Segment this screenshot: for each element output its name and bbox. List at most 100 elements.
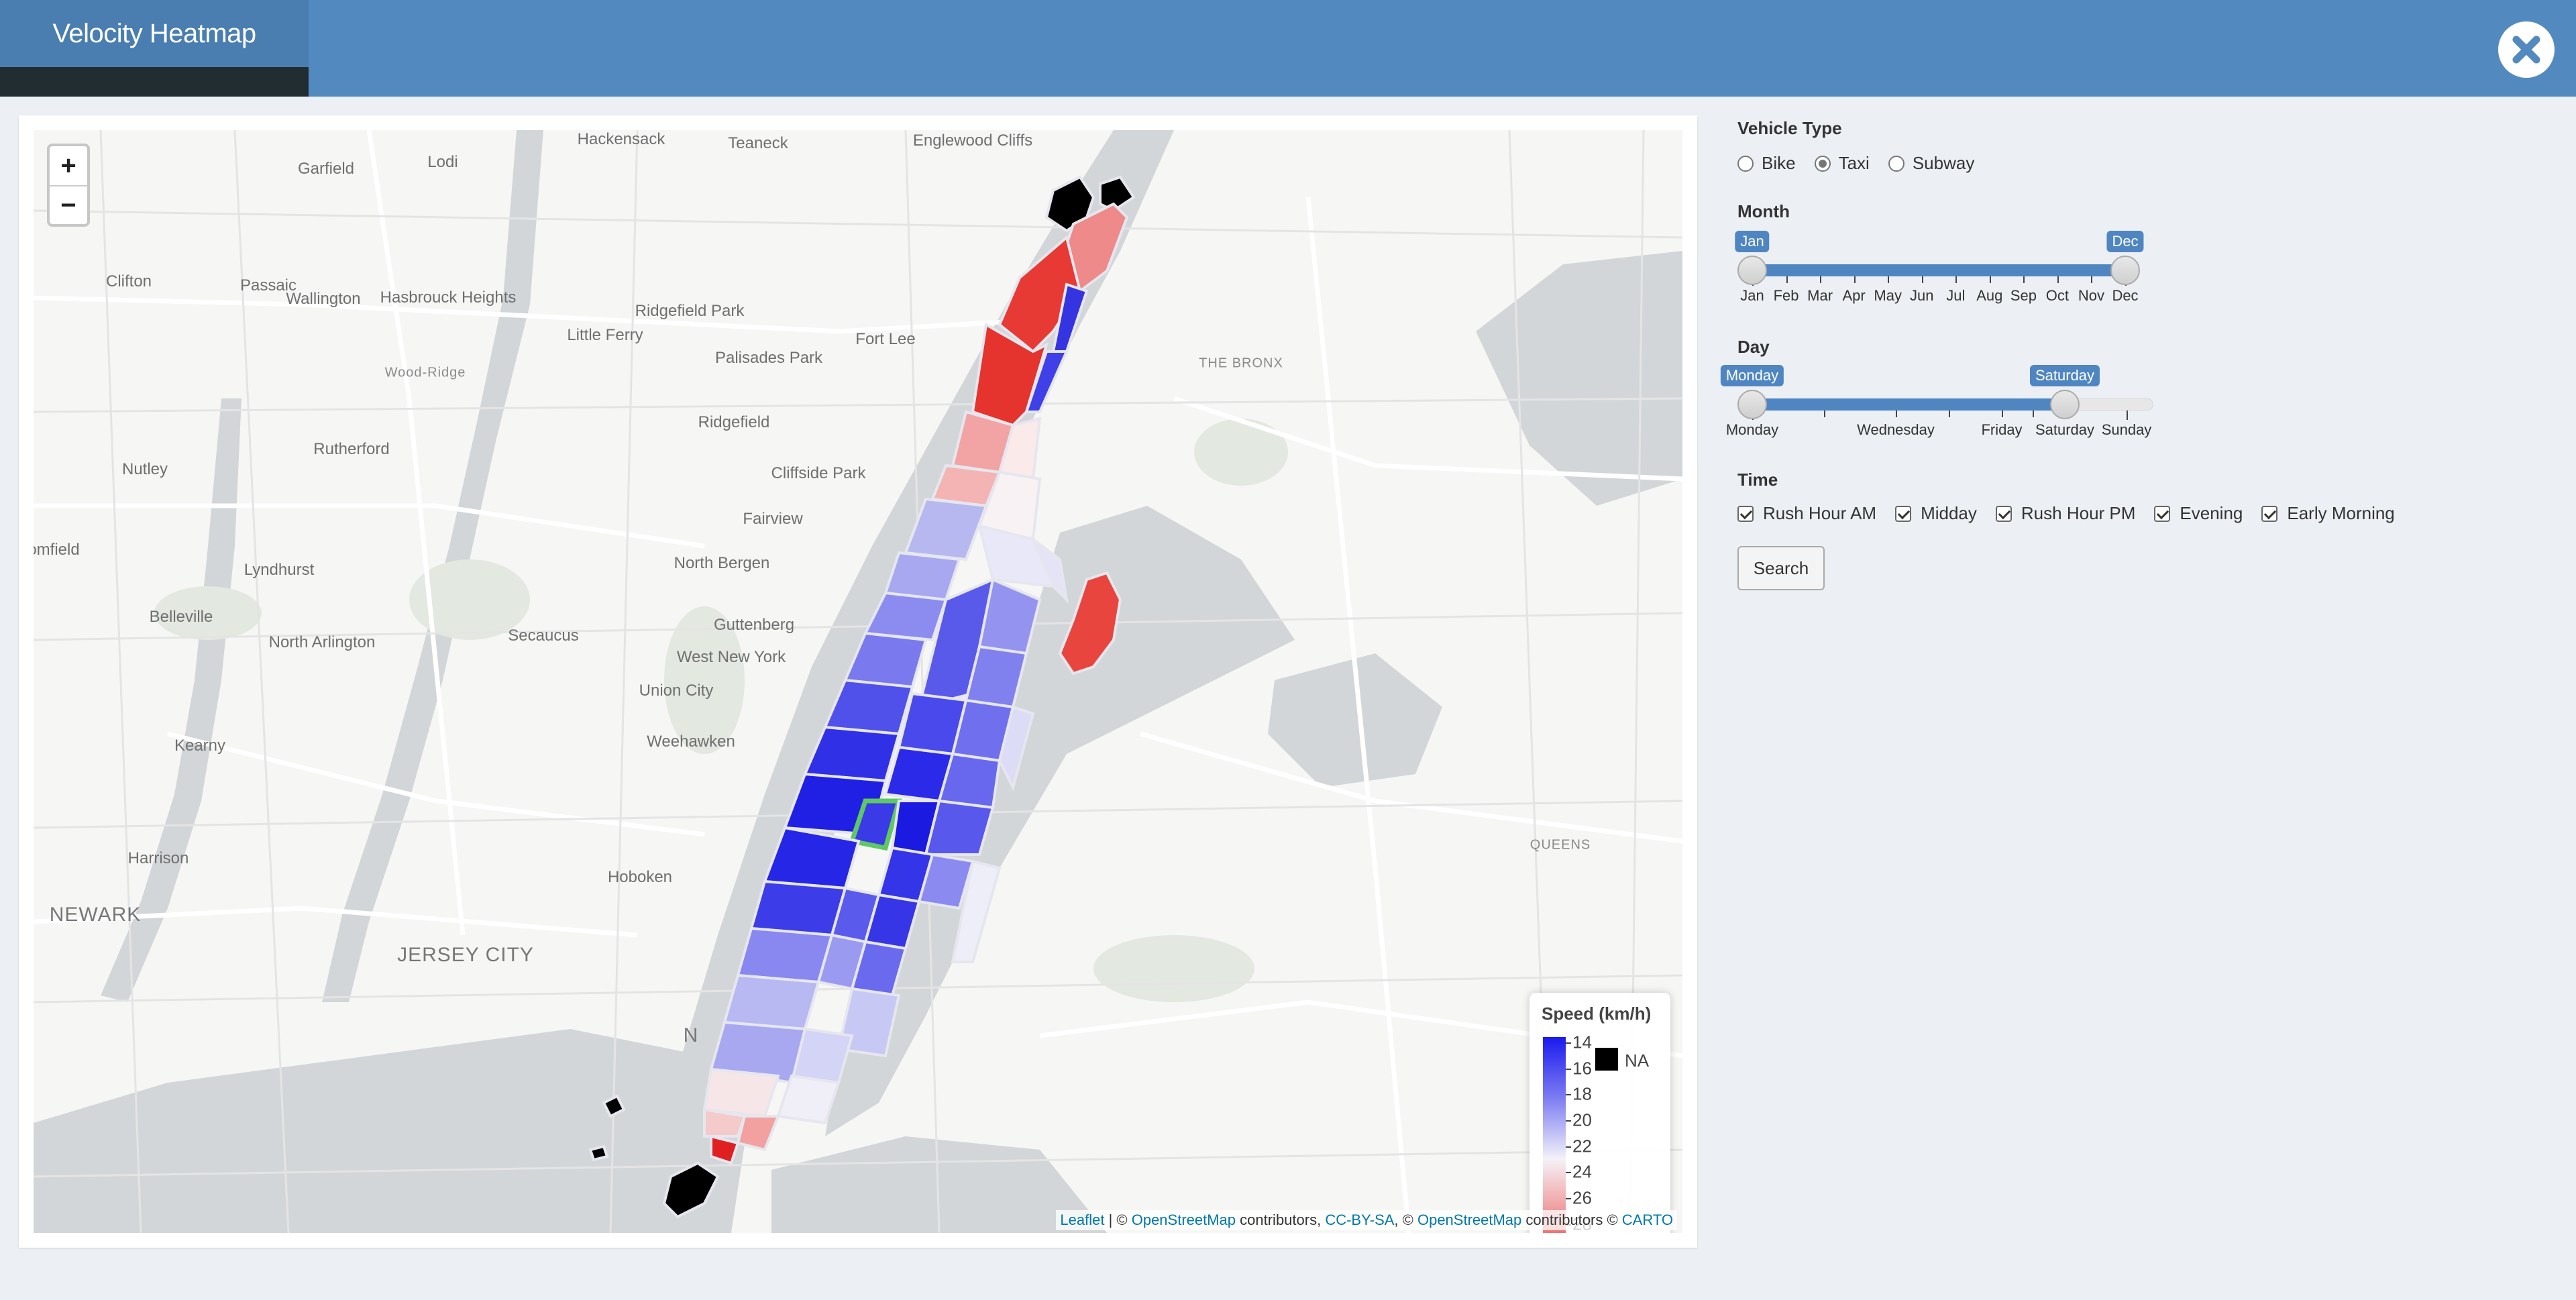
slider-tick-label: Jul — [1946, 287, 1966, 304]
upper-bay — [34, 1029, 745, 1233]
na-label: NA — [1625, 1050, 1650, 1071]
zone-governors — [662, 1161, 720, 1219]
zone-fidi — [736, 1115, 780, 1152]
attribution-text: contributors, — [1236, 1211, 1326, 1228]
na-swatch — [1595, 1048, 1618, 1071]
slider-value-to: Dec — [2106, 231, 2144, 252]
zoom-in-button[interactable]: + — [60, 150, 76, 180]
place-label: QUEENS — [1529, 837, 1591, 853]
place-label: Passaic — [239, 276, 297, 294]
slider-tick — [2091, 276, 2093, 283]
place-label: Kearny — [174, 737, 226, 755]
osm-link-2[interactable]: OpenStreetMap — [1417, 1211, 1522, 1228]
legend-tick-label: 14 — [1572, 1032, 1592, 1052]
slider-minor-tick — [2033, 411, 2034, 417]
place-label: Belleville — [149, 608, 213, 626]
long-island-sound — [1476, 251, 1682, 506]
place-label: Lodi — [427, 153, 458, 171]
slider-tick — [1820, 276, 1822, 283]
checkbox-evening[interactable]: Evening — [2154, 503, 2243, 524]
radio-button[interactable] — [1888, 155, 1904, 172]
sidebar-strip — [0, 67, 309, 97]
zone-liberty — [602, 1094, 626, 1118]
slider-tick — [1989, 276, 1991, 283]
slider-value-to: Saturday — [2029, 365, 2100, 386]
slider-tick — [2057, 276, 2059, 283]
zoom-out-button[interactable]: − — [50, 185, 87, 224]
place-label: North Bergen — [674, 554, 770, 572]
radio-bike[interactable]: Bike — [1737, 153, 1796, 174]
slider-tick-label: May — [1874, 287, 1902, 304]
radio-button[interactable] — [1814, 155, 1831, 172]
slider-tick-label: Nov — [2078, 287, 2105, 304]
map[interactable]: Hackensack Teaneck Englewood Cliffs Garfiel… — [34, 130, 1682, 1233]
checkbox[interactable] — [2261, 505, 2278, 522]
search-button[interactable]: Search — [1737, 546, 1825, 590]
osm-link[interactable]: OpenStreetMap — [1131, 1211, 1236, 1228]
radio-button[interactable] — [1737, 155, 1754, 172]
carto-link[interactable]: CARTO — [1621, 1211, 1673, 1228]
checkbox-rush-hour-pm[interactable]: Rush Hour PM — [1995, 503, 2135, 524]
slider-handle-from[interactable] — [1737, 256, 1767, 285]
zone-stuy-n — [917, 853, 975, 910]
checkbox-label: Rush Hour AM — [1763, 503, 1877, 523]
cc-by-sa-link[interactable]: CC-BY-SA — [1325, 1211, 1395, 1228]
day-range-slider[interactable]: Monday Wednesday Friday Saturday Sunday Monda… — [1720, 365, 2153, 439]
place-label: Rutherford — [313, 440, 390, 458]
legend-colorbar — [1543, 1037, 1566, 1233]
zone-washington-heights-s — [998, 235, 1082, 354]
zone-civic — [776, 1074, 841, 1125]
checkbox[interactable] — [1995, 505, 2012, 522]
slider-handle-to[interactable] — [2050, 390, 2080, 419]
legend-tick — [1566, 1094, 1571, 1096]
choropleth — [588, 175, 1136, 1219]
park — [664, 606, 745, 754]
checkbox-midday[interactable]: Midday — [1895, 503, 1977, 524]
legend-tick-label: 26 — [1572, 1187, 1592, 1208]
slider-tick-label: Jan — [1740, 287, 1764, 304]
slider-tick-label: Saturday — [2035, 421, 2095, 438]
month-range-slider[interactable]: Jan Feb Mar Apr May Jun Jul Aug Sep Oct Nov Dec Jan D… — [1735, 231, 2153, 305]
checkbox[interactable] — [1737, 505, 1754, 522]
slider-tick — [1896, 411, 1897, 417]
attribution-text: contributors © — [1521, 1211, 1622, 1228]
close-button[interactable] — [2498, 21, 2555, 78]
place-label: N — [683, 1024, 699, 1046]
place-label: Harrison — [127, 849, 189, 867]
attribution-text: , © — [1394, 1211, 1417, 1228]
place-label: Hoboken — [607, 868, 673, 886]
radio-taxi[interactable]: Taxi — [1814, 153, 1870, 174]
place-label: THE BRONX — [1199, 356, 1283, 371]
checkbox-early-morning[interactable]: Early Morning — [2261, 503, 2395, 524]
zone-les — [837, 987, 901, 1058]
slider-tick-label: Friday — [1981, 421, 2023, 438]
map-basemap — [34, 130, 1682, 1233]
place-label: JERSEY CITY — [397, 944, 534, 966]
day-label: Day — [1737, 337, 1770, 357]
place-label: Wood-Ridge — [384, 365, 466, 380]
place-label: Lyndhurst — [244, 561, 315, 579]
radio-label: Taxi — [1838, 153, 1870, 173]
speed-legend: Speed (km/h) 14161820222426283032 NA — [1529, 993, 1670, 1233]
slider-tick — [1854, 276, 1856, 283]
slider-value-from: Jan — [1735, 231, 1770, 252]
close-icon — [2500, 23, 2553, 76]
checkbox[interactable] — [1895, 505, 1912, 522]
place-label: Clifton — [105, 272, 152, 290]
radio-subway[interactable]: Subway — [1888, 153, 1974, 174]
leaflet-link[interactable]: Leaflet — [1060, 1211, 1105, 1228]
slider-handle-to[interactable] — [2110, 256, 2140, 285]
legend-tick-label: 24 — [1572, 1161, 1592, 1182]
checkbox[interactable] — [2154, 505, 2171, 522]
legend-tick-label: 20 — [1572, 1109, 1592, 1130]
zone-cp-south — [897, 692, 968, 756]
slider-selection — [1752, 398, 2065, 411]
app-title: Velocity Heatmap — [0, 0, 309, 67]
park — [154, 586, 262, 640]
vehicle-type-radios: Bike Taxi Subway — [1737, 153, 1993, 174]
checkbox-label: Midday — [1921, 503, 1977, 523]
checkbox-rush-hour-am[interactable]: Rush Hour AM — [1737, 503, 1876, 524]
legend-tick-label: 16 — [1572, 1058, 1592, 1079]
slider-handle-from[interactable] — [1737, 390, 1767, 419]
slider-tick — [1955, 276, 1957, 283]
